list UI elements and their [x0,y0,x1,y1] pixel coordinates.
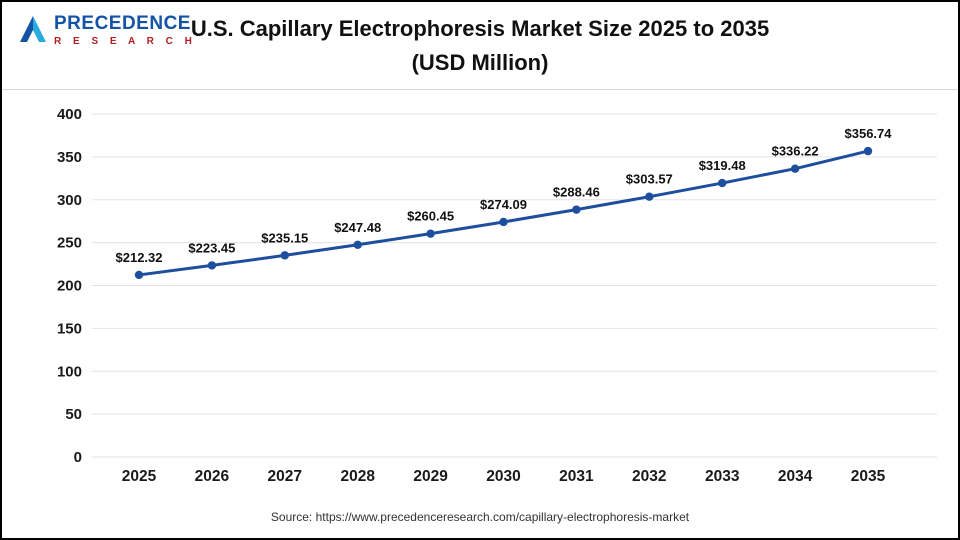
svg-text:2032: 2032 [632,468,666,485]
svg-text:350: 350 [57,149,82,166]
svg-text:2033: 2033 [705,468,740,485]
svg-text:$274.09: $274.09 [480,197,527,212]
header: PRECEDENCE R E S E A R C H U.S. Capillar… [2,2,958,90]
svg-text:150: 150 [57,320,82,337]
logo-line1: PRECEDENCE [54,13,191,34]
svg-text:$303.57: $303.57 [626,172,673,187]
svg-text:2031: 2031 [559,468,594,485]
svg-text:$288.46: $288.46 [553,185,600,200]
svg-text:$247.48: $247.48 [334,220,381,235]
chart-title-line1: U.S. Capillary Electrophoresis Market Si… [190,16,770,41]
svg-text:$336.22: $336.22 [772,144,819,159]
source-text: Source: https://www.precedenceresearch.c… [270,510,690,524]
svg-text:2026: 2026 [195,468,230,485]
svg-text:$260.45: $260.45 [407,209,454,224]
svg-text:200: 200 [57,278,82,295]
svg-text:250: 250 [57,235,82,252]
chart-title-line2: (USD Million) [411,50,549,76]
line-chart: 0 50 100 150 200 250 300 350 400 2025 2026 2027 2028… [57,106,937,485]
logo-text: PRECEDENCE R E S E A R C H [54,13,197,49]
svg-text:2029: 2029 [413,468,448,485]
svg-text:$212.32: $212.32 [116,250,163,265]
svg-text:2027: 2027 [268,468,302,485]
logo-mark-icon [20,16,46,42]
svg-text:2034: 2034 [778,468,813,485]
logo-line2: R E S E A R C H [54,35,197,47]
svg-text:$356.74: $356.74 [845,126,893,141]
svg-text:$319.48: $319.48 [699,158,746,173]
svg-text:2025: 2025 [122,468,157,485]
chart-title: U.S. Capillary Electrophoresis Market Si… [2,12,958,80]
svg-text:$235.15: $235.15 [261,230,308,245]
svg-text:400: 400 [57,106,82,123]
chart-area: 0 50 100 150 200 250 300 350 400 2025 2026 2027 2028… [2,90,958,502]
svg-text:$223.45: $223.45 [188,240,235,255]
precedence-logo: PRECEDENCE R E S E A R C H [18,13,197,49]
svg-text:2028: 2028 [340,468,375,485]
svg-text:0: 0 [74,449,82,466]
svg-text:50: 50 [65,406,82,423]
svg-text:300: 300 [57,192,82,209]
svg-text:100: 100 [57,363,82,380]
svg-text:2035: 2035 [851,468,886,485]
svg-text:2030: 2030 [486,468,520,485]
